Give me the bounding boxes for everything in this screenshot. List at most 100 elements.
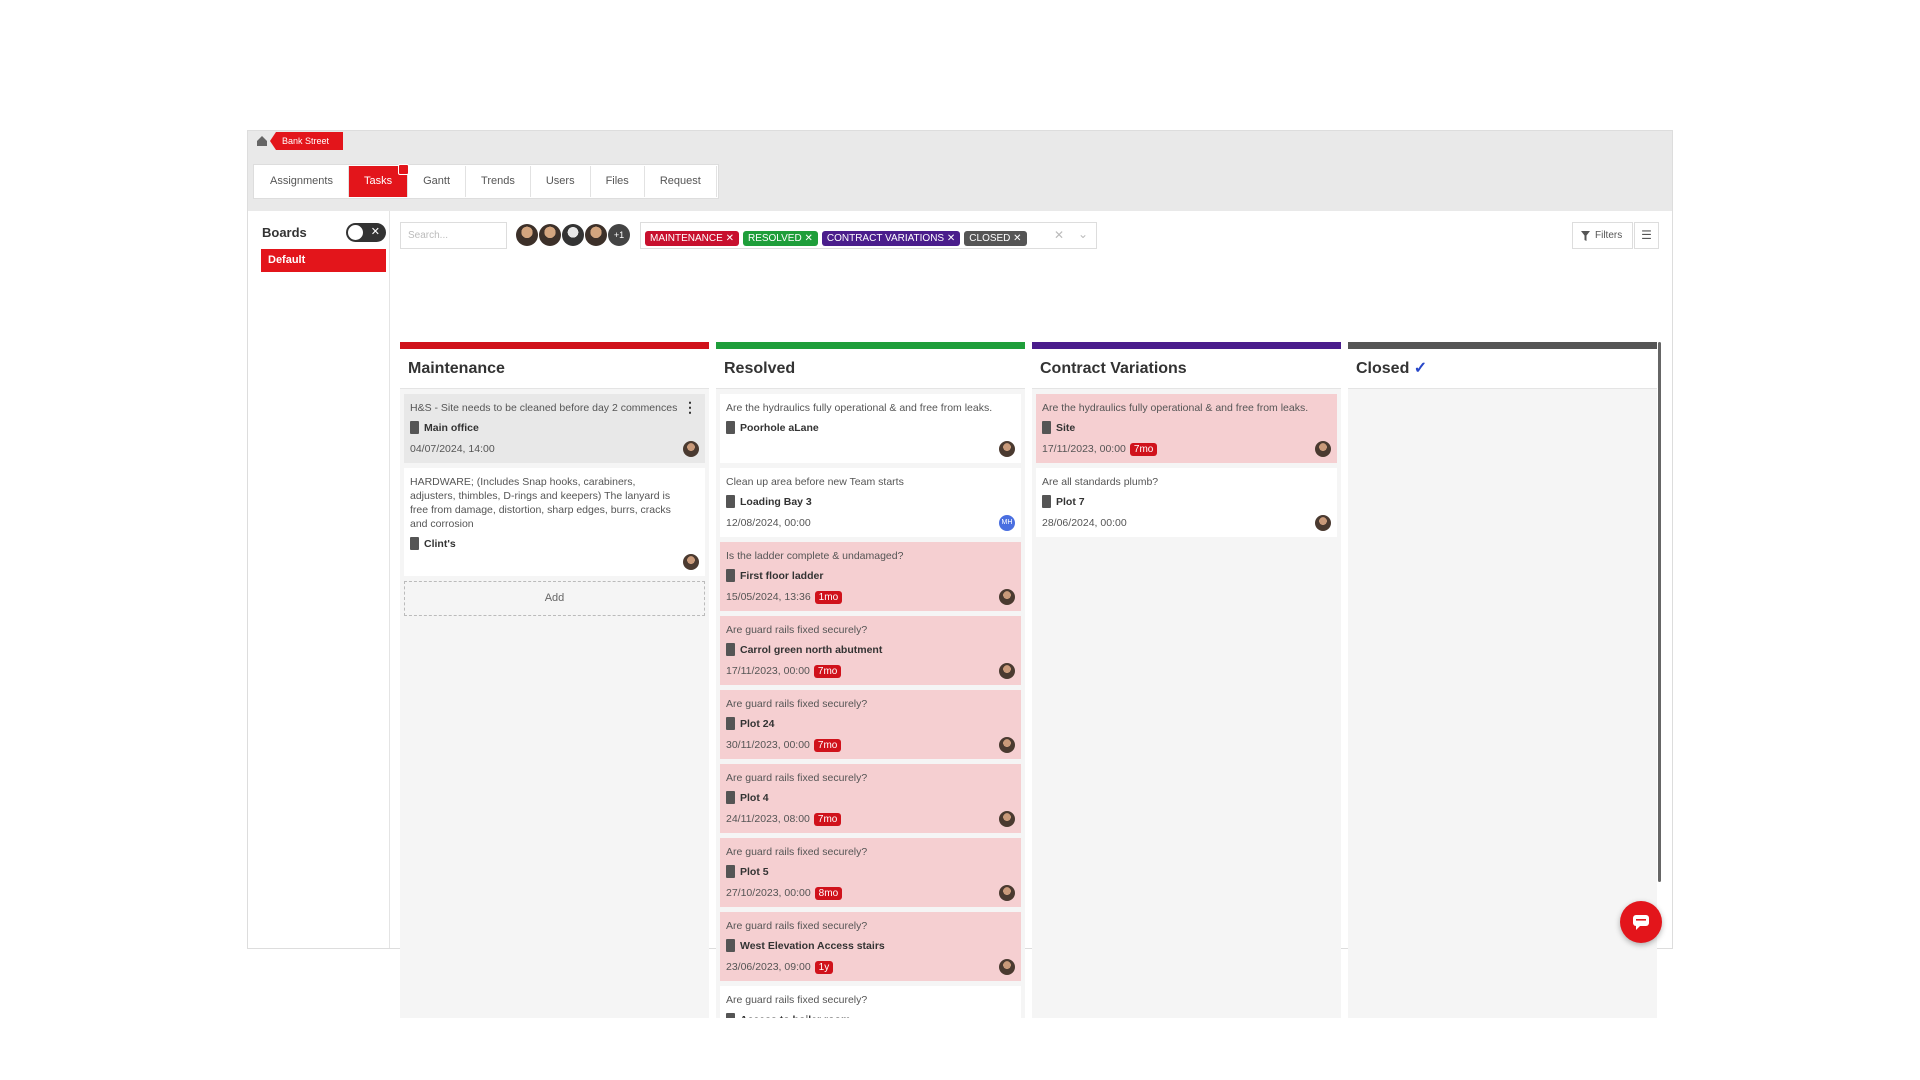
card-location: West Elevation Access stairs <box>726 939 1015 952</box>
task-card[interactable]: Are guard rails fixed securely? Access to… <box>720 986 1021 1018</box>
avatar[interactable] <box>562 224 584 246</box>
chip-remove[interactable]: ✕ <box>944 233 956 244</box>
more-users[interactable]: +1 <box>608 224 630 246</box>
task-card[interactable]: Are the hydraulics fully operational & a… <box>720 394 1021 463</box>
task-card[interactable]: Are guard rails fixed securely? Carrol gr… <box>720 616 1021 685</box>
location-icon <box>1042 495 1051 508</box>
due-date: 12/08/2024, 00:00 <box>726 517 811 529</box>
location-name: Carrol green north abutment <box>740 643 883 656</box>
column-header: Contract Variations <box>1032 349 1341 389</box>
tab[interactable]: Tasks <box>348 164 410 197</box>
due-date: 17/11/2023, 00:00 <box>1042 443 1126 455</box>
assignee-avatar[interactable] <box>999 959 1015 975</box>
location-name: Plot 4 <box>740 791 769 804</box>
card-location: Carrol green north abutment <box>726 643 1015 656</box>
card-location: Site <box>1042 421 1331 434</box>
filter-chip[interactable]: CLOSED ✕ <box>964 231 1027 246</box>
tab[interactable]: Request <box>645 166 717 197</box>
chip-remove[interactable]: ✕ <box>722 233 734 244</box>
task-card[interactable]: Clean up area before new Team starts Load… <box>720 468 1021 537</box>
assignee-avatar[interactable] <box>999 885 1015 901</box>
toggle[interactable]: ✕ <box>346 223 386 242</box>
scrollbar <box>1658 342 1661 882</box>
task-card[interactable]: H&S - Site needs to be cleaned before da… <box>404 394 705 463</box>
avatar[interactable] <box>585 224 607 246</box>
filter-chip[interactable]: RESOLVED ✕ <box>742 231 818 246</box>
assignee-avatar[interactable] <box>999 663 1015 679</box>
new-badge <box>398 164 410 175</box>
card-text: Clean up area before new Team starts <box>726 476 904 488</box>
avatar[interactable] <box>539 224 561 246</box>
list-view-button[interactable]: ☰ <box>1634 222 1659 249</box>
assignee-avatar[interactable] <box>1315 441 1331 457</box>
tab[interactable]: Users <box>531 166 591 197</box>
card-location: Plot 4 <box>726 791 1015 804</box>
chat-button[interactable] <box>1620 901 1662 943</box>
task-card[interactable]: Are guard rails fixed securely? Plot 5 27/… <box>720 838 1021 907</box>
avatar[interactable] <box>516 224 538 246</box>
task-card[interactable]: Are the hydraulics fully operational & a… <box>1036 394 1337 463</box>
chip-remove[interactable]: ✕ <box>801 233 813 244</box>
assignee-avatar[interactable] <box>683 554 699 570</box>
card-date: 15/05/2024, 13:36 1mo <box>726 590 1015 604</box>
board-item[interactable]: Default <box>261 249 386 272</box>
location-name: Loading Bay 3 <box>740 495 812 508</box>
assignee-avatar[interactable] <box>683 441 699 457</box>
card-text: Are guard rails fixed securely? <box>726 772 868 784</box>
tab[interactable]: Files <box>591 166 645 197</box>
location-icon <box>726 791 735 804</box>
chip-remove[interactable]: ✕ <box>1010 233 1022 244</box>
card-text: Is the ladder complete & undamaged? <box>726 550 904 562</box>
breadcrumb[interactable]: Bank Street <box>270 132 344 150</box>
task-card[interactable]: Are all standards plumb? Plot 7 28/06/2024… <box>1036 468 1337 537</box>
overdue-badge: 7mo <box>1129 442 1158 456</box>
card-list: H&S - Site needs to be cleaned before da… <box>400 389 709 621</box>
assignee-avatar[interactable] <box>999 441 1015 457</box>
task-card[interactable]: Are guard rails fixed securely? Plot 24 30… <box>720 690 1021 759</box>
location-name: Plot 7 <box>1056 495 1085 508</box>
task-card[interactable]: Is the ladder complete & undamaged? First… <box>720 542 1021 611</box>
column-title: Contract Variations <box>1040 360 1187 377</box>
home-icon[interactable] <box>256 135 268 147</box>
assignee-avatar[interactable] <box>1315 515 1331 531</box>
overdue-badge: 1y <box>814 960 834 974</box>
card-date: 24/11/2023, 08:00 7mo <box>726 812 1015 826</box>
assignee-avatar[interactable] <box>999 811 1015 827</box>
search-box[interactable]: Search... <box>400 222 507 249</box>
overdue-badge: 7mo <box>813 664 842 678</box>
column: Closed ✓ <box>1348 342 1657 1018</box>
location-icon <box>726 717 735 730</box>
tab[interactable]: Assignments <box>255 166 349 197</box>
add-card-button[interactable]: Add <box>404 581 705 616</box>
filter-chip[interactable]: CONTRACT VARIATIONS ✕ <box>821 231 961 246</box>
location-icon <box>410 421 419 434</box>
card-text: Are the hydraulics fully operational & a… <box>1042 402 1309 414</box>
column-title: Resolved <box>724 360 796 377</box>
card-location: Poorhole aLane <box>726 421 1015 434</box>
card-text: Are guard rails fixed securely? <box>726 698 868 710</box>
due-date: 23/06/2023, 09:00 <box>726 961 811 973</box>
tab[interactable]: Trends <box>466 166 531 197</box>
filters-button[interactable]: Filters <box>1572 222 1633 249</box>
assignee-avatar[interactable]: MH <box>999 515 1015 531</box>
location-name: Poorhole aLane <box>740 421 819 434</box>
chip-label: MAINTENANCE <box>650 233 723 244</box>
tab[interactable]: Gantt <box>408 166 467 197</box>
card-list: Are the hydraulics fully operational & a… <box>716 389 1025 1018</box>
card-menu[interactable]: ⋮ <box>683 399 697 415</box>
task-card[interactable]: HARDWARE; (Includes Snap hooks, carabine… <box>404 468 705 576</box>
location-icon <box>726 569 735 582</box>
task-card[interactable]: Are guard rails fixed securely? Plot 4 24/… <box>720 764 1021 833</box>
column-title: Maintenance <box>408 360 505 377</box>
assignee-avatar[interactable] <box>999 589 1015 605</box>
task-card[interactable]: Are guard rails fixed securely? West Elev… <box>720 912 1021 981</box>
location-icon <box>726 495 735 508</box>
card-text: Are guard rails fixed securely? <box>726 994 868 1006</box>
app-window: Bank Street Assignments Tasks Gantt Trends U… <box>247 130 1673 1018</box>
card-text: Are guard rails fixed securely? <box>726 920 868 932</box>
card-text: Are guard rails fixed securely? <box>726 846 868 858</box>
card-location: Plot 7 <box>1042 495 1331 508</box>
filter-chip[interactable]: MAINTENANCE ✕ <box>645 231 739 246</box>
assignee-avatar[interactable] <box>999 737 1015 753</box>
card-text: Are guard rails fixed securely? <box>726 624 868 636</box>
